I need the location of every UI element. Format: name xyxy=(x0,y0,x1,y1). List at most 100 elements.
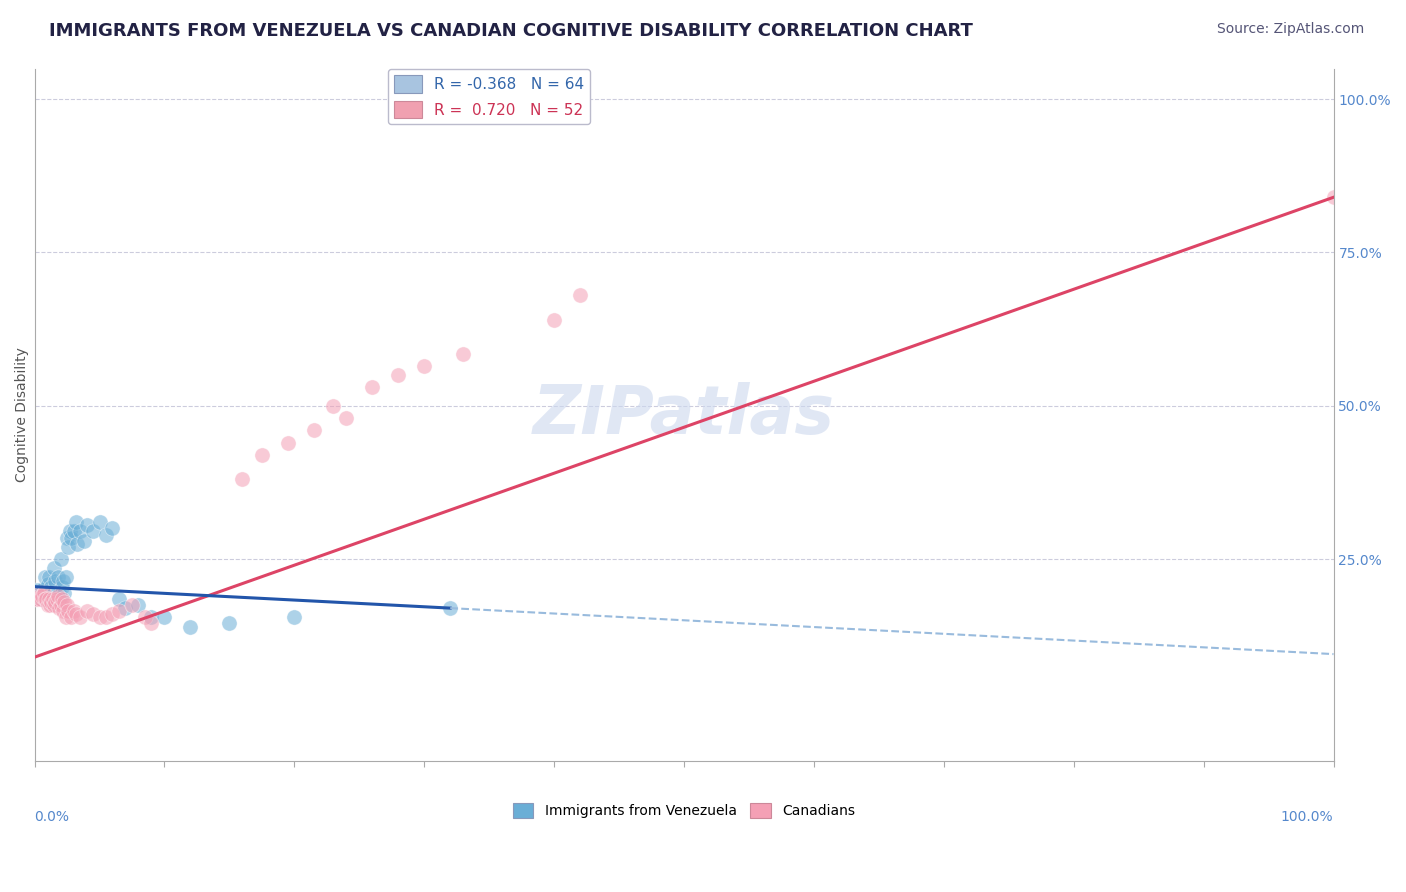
Point xyxy=(69,524,91,539)
Point xyxy=(38,591,60,606)
Point xyxy=(59,531,82,545)
Text: 100.0%: 100.0% xyxy=(1281,810,1333,824)
Point xyxy=(361,380,384,394)
Point xyxy=(66,537,89,551)
Point xyxy=(76,518,98,533)
Point xyxy=(127,598,149,612)
Point xyxy=(89,515,111,529)
Point xyxy=(53,586,76,600)
Point xyxy=(27,582,49,597)
Point xyxy=(335,411,357,425)
Point xyxy=(114,601,136,615)
Point xyxy=(31,582,53,597)
Point xyxy=(35,586,58,600)
Text: IMMIGRANTS FROM VENEZUELA VS CANADIAN COGNITIVE DISABILITY CORRELATION CHART: IMMIGRANTS FROM VENEZUELA VS CANADIAN CO… xyxy=(49,22,973,40)
Legend: Immigrants from Venezuela, Canadians: Immigrants from Venezuela, Canadians xyxy=(508,797,860,823)
Point xyxy=(30,586,52,600)
Point xyxy=(73,533,96,548)
Point xyxy=(31,589,53,603)
Point xyxy=(34,570,56,584)
Point xyxy=(56,531,79,545)
Point xyxy=(82,524,104,539)
Point xyxy=(89,610,111,624)
Point xyxy=(302,423,325,437)
Point xyxy=(31,589,53,603)
Point xyxy=(218,616,240,631)
Point xyxy=(58,540,80,554)
Point xyxy=(42,591,65,606)
Text: 0.0%: 0.0% xyxy=(35,810,69,824)
Point xyxy=(30,591,52,606)
Point xyxy=(108,604,131,618)
Point xyxy=(45,586,67,600)
Point xyxy=(39,586,62,600)
Point xyxy=(25,589,48,603)
Point xyxy=(76,604,98,618)
Point xyxy=(543,313,565,327)
Point xyxy=(62,524,84,539)
Point xyxy=(451,346,474,360)
Point xyxy=(25,586,48,600)
Point xyxy=(41,589,63,603)
Point xyxy=(94,610,117,624)
Point xyxy=(48,586,70,600)
Point xyxy=(34,589,56,603)
Point xyxy=(48,601,70,615)
Point xyxy=(277,435,299,450)
Point xyxy=(25,586,48,600)
Point xyxy=(51,591,73,606)
Point xyxy=(48,591,70,606)
Point xyxy=(56,598,79,612)
Point xyxy=(283,610,305,624)
Point xyxy=(37,586,59,600)
Point xyxy=(52,604,75,618)
Point xyxy=(39,591,62,606)
Point xyxy=(34,591,56,606)
Point xyxy=(35,591,58,606)
Point xyxy=(41,580,63,594)
Point xyxy=(28,589,51,603)
Point xyxy=(322,399,344,413)
Point xyxy=(39,598,62,612)
Point xyxy=(101,521,124,535)
Point xyxy=(439,601,461,615)
Point xyxy=(52,574,75,588)
Point xyxy=(46,570,69,584)
Point xyxy=(42,561,65,575)
Text: Source: ZipAtlas.com: Source: ZipAtlas.com xyxy=(1216,22,1364,37)
Point xyxy=(37,598,59,612)
Point xyxy=(153,610,176,624)
Point xyxy=(32,591,55,606)
Point xyxy=(25,586,48,600)
Point xyxy=(27,591,49,606)
Point xyxy=(134,610,156,624)
Point xyxy=(44,595,66,609)
Point xyxy=(141,616,163,631)
Point xyxy=(38,570,60,584)
Point xyxy=(231,472,253,486)
Point xyxy=(387,368,409,383)
Point xyxy=(55,610,77,624)
Point xyxy=(58,604,80,618)
Point xyxy=(59,524,82,539)
Point xyxy=(121,598,143,612)
Point xyxy=(65,515,87,529)
Point xyxy=(30,591,52,606)
Point xyxy=(35,591,58,606)
Point xyxy=(569,288,592,302)
Point xyxy=(32,586,55,600)
Point xyxy=(38,589,60,603)
Point xyxy=(37,576,59,591)
Point xyxy=(25,582,48,597)
Point xyxy=(55,570,77,584)
Point xyxy=(49,552,72,566)
Y-axis label: Cognitive Disability: Cognitive Disability xyxy=(15,348,30,483)
Point xyxy=(28,582,51,597)
Point xyxy=(62,604,84,618)
Point xyxy=(101,607,124,622)
Point xyxy=(69,610,91,624)
Point xyxy=(41,595,63,609)
Point xyxy=(94,527,117,541)
Point xyxy=(32,586,55,600)
Point xyxy=(1322,190,1344,204)
